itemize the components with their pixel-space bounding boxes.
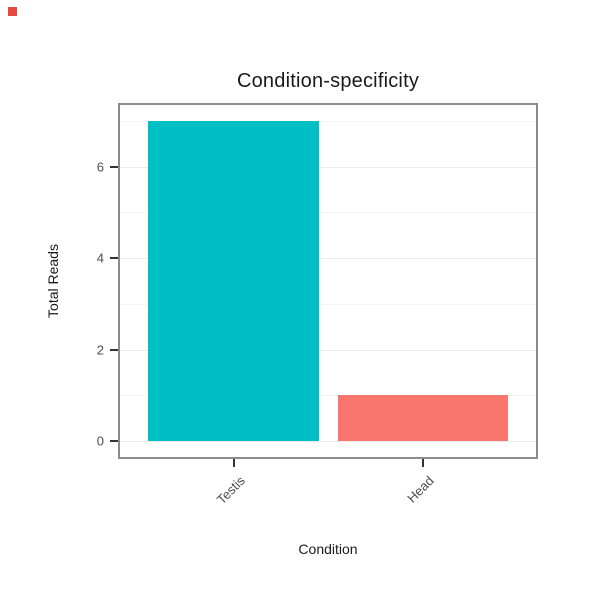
gridline-major <box>120 349 536 351</box>
x-axis-label: Condition <box>298 541 358 557</box>
x-tick-mark <box>232 459 235 467</box>
chart-title: Condition-specificity <box>236 70 420 92</box>
bar-head <box>337 395 508 441</box>
y-tick-mark <box>110 440 118 442</box>
bar-testis <box>148 121 319 441</box>
y-tick-label: 4 <box>96 250 104 266</box>
y-tick-label: 6 <box>96 159 104 175</box>
x-tick-label-text: Head <box>404 473 438 506</box>
y-axis-label: Total Reads <box>45 244 61 318</box>
gridline-minor <box>120 212 536 214</box>
y-tick-mark <box>110 257 118 260</box>
gridline-major <box>120 166 536 168</box>
x-tick-mark <box>421 459 424 467</box>
gridline-minor <box>120 395 536 397</box>
y-tick-label: 0 <box>96 433 104 449</box>
gridline-major <box>120 441 536 442</box>
gridline-major <box>120 258 536 260</box>
y-tick-mark <box>110 348 118 351</box>
x-tick-label-text: Testis <box>213 473 249 508</box>
gridline-minor <box>120 303 536 305</box>
y-tick-label: 2 <box>96 342 104 358</box>
y-tick-mark <box>110 165 118 168</box>
gridline-minor <box>120 121 536 122</box>
corner-marker <box>8 7 17 16</box>
plot-panel <box>118 103 538 459</box>
